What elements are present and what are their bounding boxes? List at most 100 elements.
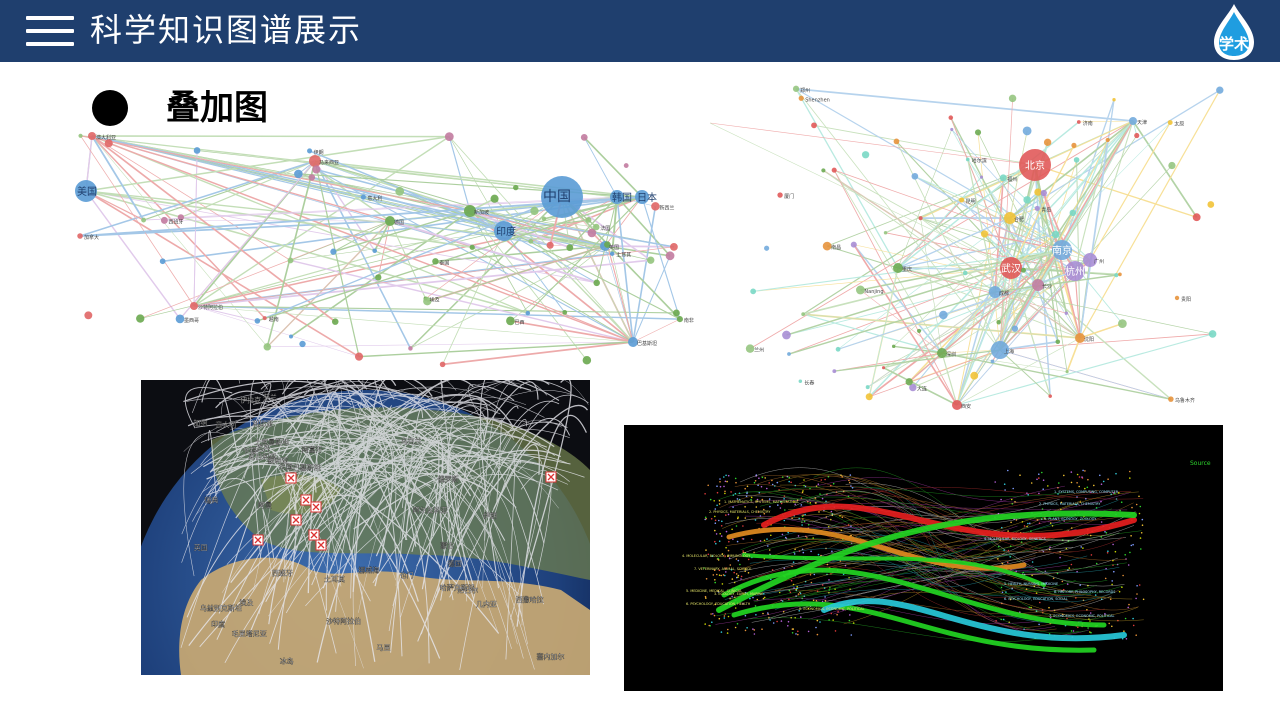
network-edge [80,220,391,237]
overlay-point [1038,623,1040,626]
network-edge [108,142,634,343]
overlay-point [724,480,727,483]
overlay-point [739,563,741,566]
network-edge [834,349,1001,372]
node-label: 长春 [804,379,814,386]
overlay-point [1076,473,1079,476]
collaboration-arc [273,480,304,577]
overlay-cluster-label: 3. ECOLOGY, EARTH, MARINE [714,592,763,596]
network-edge [803,313,1081,339]
network-node [990,359,995,364]
overlay-point [753,629,756,631]
map-label: 马里 [377,644,391,652]
map-label: 意大利 [215,420,236,429]
network-edge [868,120,1134,398]
overlay-link [722,516,1056,617]
network-node [1118,272,1122,277]
overlay-link [797,509,1056,628]
network-edge [1034,164,1068,372]
overlay-point [757,484,759,486]
overlay-point [1049,522,1052,524]
network-node [1114,273,1119,278]
network-node [78,133,83,138]
network-node [979,175,984,179]
network-edge [91,135,268,348]
overlay-point [737,517,739,520]
overlay-point [1136,585,1138,587]
overlay-point [798,610,800,612]
overlay-point [719,481,721,483]
network-edge [91,135,266,319]
overlay-point [772,622,775,624]
network-edge [941,352,1172,400]
overlay-link [746,546,1073,596]
section-title: 叠加图 [166,88,268,128]
overlay-point [812,599,815,602]
node-label: 墨西哥 [184,318,199,324]
menu-icon[interactable] [26,16,74,46]
map-label: 乍得 [243,446,257,455]
collaboration-arc [216,461,354,640]
collaboration-arc [299,418,517,508]
overlay-point [744,568,747,570]
network-edge [951,129,1063,251]
network-node [989,286,1001,298]
network-node [905,378,913,386]
map-label: 哈萨克斯坦 [440,583,475,592]
network-edge [1037,284,1172,400]
network-edge [1010,120,1134,269]
overlay-link [843,491,1139,625]
overlay-point [1002,618,1005,621]
overlay-point [705,517,707,520]
collaboration-arc [267,384,433,419]
network-edge [1010,145,1075,269]
network-edge [868,267,899,397]
overlay-point [800,504,803,506]
overlay-point [726,632,729,634]
network-node [1065,261,1085,281]
overlay-point [779,507,782,509]
overlay-point [849,614,851,616]
overlay-point [831,550,833,553]
overlay-point [1105,532,1108,534]
network-edge [503,219,589,232]
network-edge [314,160,412,349]
network-edge [510,320,634,343]
network-node [88,132,96,140]
overlay-point [724,574,726,577]
overlay-point [781,533,784,536]
network-node [822,241,832,251]
network-node [354,352,364,361]
map-label: 法国 [279,462,293,471]
map-label: 挪威海 [358,566,379,575]
overlay-point [848,481,851,484]
dual-map-overlay: 1. MATHEMATICS, SYSTEMS, MATHEMATICAL 2. … [624,425,1223,691]
overlay-cluster-label: 8. HISTORY, PHILOSOPHY, RECORDS [1054,590,1115,594]
collaboration-arc [226,436,347,457]
network-edge [1009,217,1063,251]
node-label: 贵阳 [1181,296,1191,303]
network-edge [91,135,450,138]
network-edge [425,196,563,299]
network-node [909,383,917,392]
network-node [1034,205,1040,212]
network-node [1065,370,1069,374]
overlay-point [733,571,735,574]
network-edge [918,270,1076,332]
network-edge [193,305,677,314]
network-node [287,257,294,264]
overlay-point [750,496,753,499]
network-node [777,192,783,198]
overlay-link [768,540,1133,600]
overlay-cluster-label: 1. SYSTEMS, COMPUTING, COMPUTER [1054,490,1119,494]
network-node [289,334,294,339]
collaboration-arc [369,447,423,529]
network-edge [448,136,471,212]
water-drop-logo-icon [1214,4,1254,60]
overlay-point [784,509,786,511]
overlay-point [723,617,726,619]
network-edge [469,210,597,228]
overlay-point [708,624,710,627]
collaboration-arc [374,380,417,492]
overlay-point [793,500,795,503]
